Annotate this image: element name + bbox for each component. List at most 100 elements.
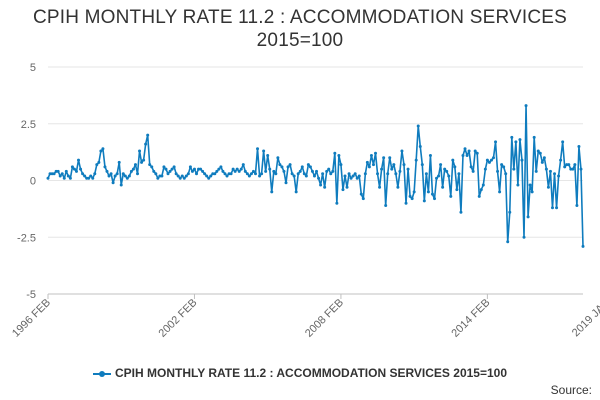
data-point [199,167,203,171]
data-point [394,172,398,176]
data-point [439,163,443,167]
data-point [331,169,335,173]
data-point [219,165,223,169]
data-point [160,174,164,178]
data-point [477,194,481,198]
data-point [294,190,298,194]
data-point [115,172,119,176]
data-point [247,174,251,178]
data-point [339,163,343,167]
data-point [184,174,188,178]
data-point [408,194,412,198]
data-point [384,203,388,207]
data-point [101,147,105,151]
data-point [567,163,571,167]
data-point [416,124,420,128]
data-point [473,149,477,153]
data-point [365,160,369,164]
data-point [514,140,518,144]
data-point [170,167,174,171]
data-point [327,167,331,171]
data-point [266,154,270,158]
chart-title-line2: 2015=100 [256,30,344,51]
data-point [467,149,471,153]
data-point [561,140,565,144]
data-point [443,167,447,171]
data-point [251,169,255,173]
data-point [355,176,359,180]
data-point [138,149,142,153]
x-tick-label: 2002 FEB [157,297,200,340]
data-point [215,169,219,173]
data-point [140,160,144,164]
data-point [62,176,66,180]
chart-title-line1: CPIH MONTHLY RATE 11.2 : ACCOMMODATION S… [32,7,568,28]
data-point [256,147,260,151]
data-point [66,174,70,178]
data-point [131,167,135,171]
data-point [99,149,103,153]
data-point [335,201,339,205]
data-point [418,144,422,148]
data-point [333,151,337,155]
x-tick-label: 2008 FEB [303,297,346,340]
data-point [317,176,321,180]
data-point [441,185,445,189]
data-point [550,206,554,210]
data-point [56,169,60,173]
y-tick-label: 2.5 [21,119,36,131]
data-point [518,138,522,142]
data-point [243,169,247,173]
x-tick-label: 2014 FEB [449,297,492,340]
data-point [97,160,101,164]
data-point [581,244,585,248]
data-point [111,181,115,185]
data-point [512,167,516,171]
data-point [498,190,502,194]
data-point [190,169,194,173]
data-point [428,154,432,158]
data-point [449,194,453,198]
data-point [559,158,563,162]
data-point [79,167,83,171]
data-point [414,158,418,162]
data-point [290,172,294,176]
data-point [386,172,390,176]
data-point [93,172,97,176]
data-point [321,172,325,176]
legend-label: CPIH MONTHLY RATE 11.2 : ACCOMMODATION S… [115,366,507,380]
data-point [142,158,146,162]
data-point [530,190,534,194]
data-point [136,172,140,176]
data-point [345,185,349,189]
data-point [406,167,410,171]
data-point [156,176,160,180]
data-point [70,165,74,169]
data-point [205,174,209,178]
data-point [347,172,351,176]
data-point [544,167,548,171]
data-point [508,210,512,214]
data-point [422,199,426,203]
data-point [282,169,286,173]
y-tick-label: 5 [30,62,36,74]
data-point [536,149,540,153]
data-point [475,151,479,155]
legend[interactable]: CPIH MONTHLY RATE 11.2 : ACCOMMODATION S… [0,366,600,380]
data-point [483,167,487,171]
data-point [296,172,300,176]
data-point [186,172,190,176]
data-point [528,183,532,187]
data-point [278,163,282,167]
data-point [404,201,408,205]
data-point [496,169,500,173]
data-point [349,176,353,180]
data-point [546,185,550,189]
data-point [573,163,577,167]
data-point [577,144,581,148]
data-point [491,156,495,160]
data-point [410,197,414,201]
data-point [121,172,125,176]
data-point [325,169,329,173]
data-point [150,165,154,169]
